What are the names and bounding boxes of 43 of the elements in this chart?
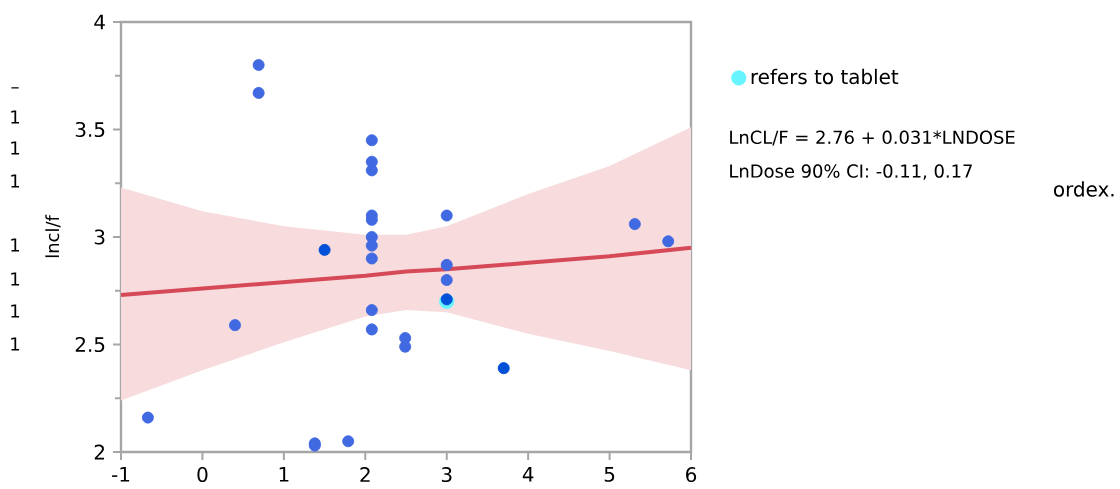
text: 1: [11, 141, 20, 155]
point: [342, 435, 355, 448]
text: 1: [11, 110, 20, 124]
x-tick-label: 0: [197, 467, 208, 483]
point: [252, 86, 265, 99]
x-tick-label: 6: [686, 467, 697, 483]
y-tick-label: 4: [94, 14, 105, 30]
legend-label: refers to tablet: [751, 68, 899, 85]
y-axis-title: lncl/f: [45, 214, 61, 258]
point: [628, 218, 641, 231]
y-tick-label: 3.5: [75, 121, 105, 138]
text: 1: [11, 304, 20, 318]
x-tick-label: -1: [112, 467, 130, 482]
x-tick-label: 1: [279, 467, 289, 482]
point: [252, 59, 265, 71]
point: [497, 362, 510, 375]
point: [318, 243, 331, 256]
x-tick-label: 4: [522, 467, 534, 482]
point: [365, 134, 378, 147]
x-tick-label: 3: [441, 467, 452, 483]
point: [440, 209, 453, 222]
text: 1: [11, 337, 20, 351]
point: [365, 323, 378, 336]
text: 1: [11, 272, 20, 286]
point: [440, 293, 453, 306]
text: 1: [11, 238, 20, 252]
y-tick-label: 2.5: [75, 336, 105, 353]
y-tick-label: 3: [94, 229, 105, 245]
point: [365, 304, 378, 317]
point: [141, 411, 154, 424]
text: 1: [11, 174, 20, 188]
x-tick-label: 5: [604, 467, 615, 482]
point: [662, 235, 675, 248]
point: [365, 252, 378, 265]
point: [440, 274, 453, 286]
text: –: [11, 87, 19, 89]
y-tick-label: 2: [94, 444, 104, 460]
text: LnCL/F = 2.76 + 0.031*LNDOSE: [730, 130, 1015, 146]
point: [229, 319, 241, 332]
text: ordex.: [1054, 181, 1114, 197]
point: [440, 258, 453, 271]
x-tick-label: 2: [360, 467, 370, 482]
text: LnDose 90% CI: -0.11, 0.17: [730, 164, 972, 180]
